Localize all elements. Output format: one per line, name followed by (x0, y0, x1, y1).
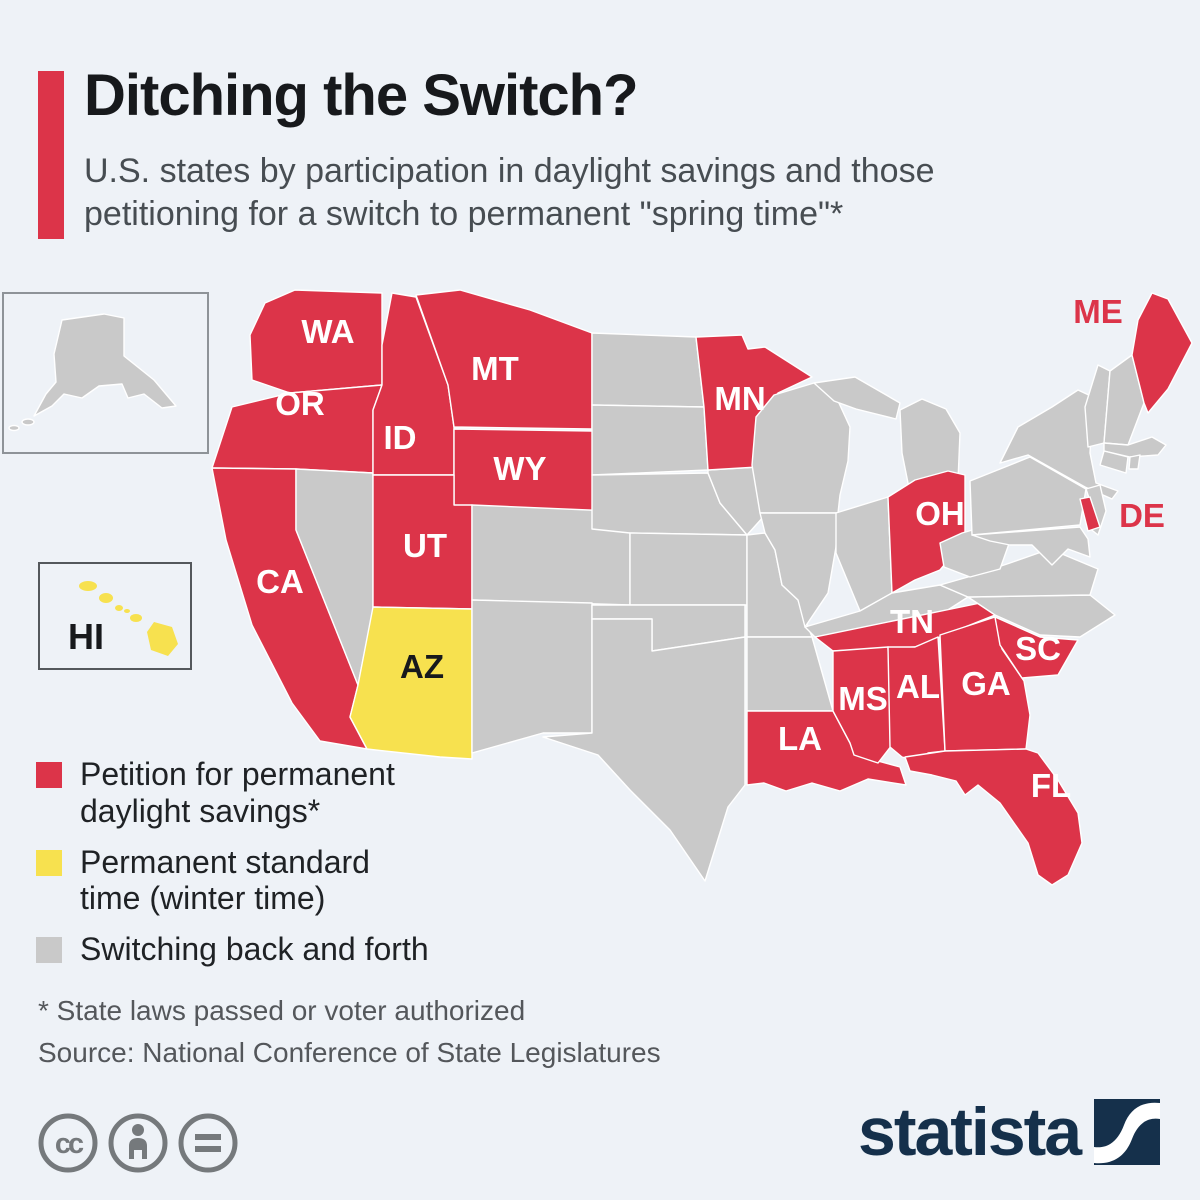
map-label-az: AZ (400, 648, 444, 685)
state-oh (887, 470, 966, 594)
alaska-island (21, 418, 35, 426)
brand: statista (858, 1094, 1161, 1170)
map-label-la: LA (778, 720, 822, 757)
statista-logo-icon (1094, 1099, 1161, 1165)
map-label-ms: MS (838, 680, 888, 717)
legend-label: Petition for permanent daylight savings* (80, 756, 395, 829)
state-sc (994, 616, 1079, 679)
state-nh (1103, 354, 1145, 446)
map-label-me: ME (1073, 293, 1123, 330)
cc-icon (38, 1113, 98, 1173)
map-label-ga: GA (961, 665, 1011, 702)
state-sd (591, 404, 709, 476)
map-label-wy: WY (493, 450, 546, 487)
state-ar (746, 636, 834, 712)
page-title: Ditching the Switch? (84, 63, 639, 128)
state-me (1131, 292, 1193, 414)
hawaii-map (79, 581, 178, 656)
state-hi (79, 581, 178, 656)
equality-icon (178, 1113, 238, 1173)
equality-icon-bars (195, 1134, 221, 1152)
map-label-or: OR (275, 385, 325, 422)
map-label-fl: FL (1031, 767, 1071, 804)
map-label-ut: UT (403, 527, 447, 564)
state-de (1079, 496, 1101, 532)
map-states (211, 289, 1193, 886)
attribution-icon (108, 1113, 168, 1173)
cc-icon-text: cc (55, 1128, 84, 1160)
state-fl (904, 748, 1083, 886)
map-label-mn: MN (714, 380, 765, 417)
state-ct (1099, 450, 1129, 474)
map-label-sc: SC (1015, 630, 1061, 667)
map-label-al: AL (896, 668, 940, 705)
title-accent-bar (38, 71, 64, 239)
map-label-ca: CA (256, 563, 304, 600)
state-va (939, 548, 1099, 598)
source-line: Source: National Conference of State Leg… (38, 1037, 661, 1068)
legend-item-0: Petition for permanent daylight savings* (36, 756, 429, 830)
alaska-inset (2, 292, 209, 454)
map-label-mt: MT (471, 350, 519, 387)
legend-label: Permanent standard time (winter time) (80, 843, 370, 917)
legend: Petition for permanent daylight savings* P… (36, 756, 429, 982)
hawaii-inset: HI (38, 562, 192, 670)
state-mn (695, 334, 813, 471)
map-label-de: DE (1119, 497, 1165, 534)
map-label-tn: TN (890, 603, 934, 640)
map-label-id: ID (384, 419, 417, 456)
state-tx (542, 618, 746, 882)
map-label-oh: OH (915, 495, 965, 532)
license-icons: cc (38, 1113, 238, 1173)
state-ks (629, 532, 748, 606)
footnote: * State laws passed or voter authorized (38, 995, 526, 1026)
state-nd (591, 332, 705, 408)
state-wi (751, 382, 851, 514)
legend-item-2: Switching back and forth (36, 931, 429, 968)
legend-swatch-yellow (36, 849, 62, 876)
state-ri (1128, 454, 1141, 470)
alaska-map (8, 313, 177, 432)
brand-wordmark: statista (858, 1094, 1082, 1170)
legend-item-1: Permanent standard time (winter time) (36, 844, 429, 918)
attribution-icon-figure (129, 1124, 147, 1159)
state-wa (249, 289, 383, 394)
alaska-island (8, 424, 20, 432)
page-subtitle: U.S. states by participation in daylight… (84, 152, 935, 233)
legend-swatch-red (36, 762, 62, 788)
state-ak (33, 313, 177, 417)
legend-swatch-gray (36, 937, 62, 964)
state-nm (471, 599, 593, 754)
legend-label: Switching back and forth (80, 931, 429, 968)
map-label-wa: WA (301, 313, 354, 350)
hawaii-label: HI (68, 616, 104, 657)
state-md (971, 526, 1091, 566)
state-in (835, 496, 893, 612)
